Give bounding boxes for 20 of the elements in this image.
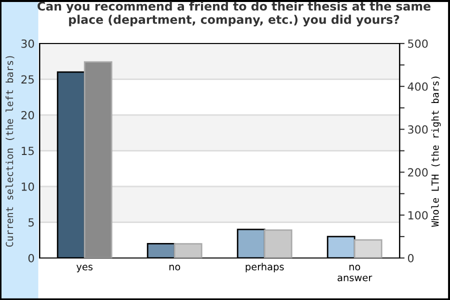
- x-tick-label: yes: [76, 264, 93, 272]
- y-axis-title: Current selection (the left bars): [6, 56, 14, 247]
- y2-tick-label: 300: [408, 125, 428, 134]
- y2-tick-label: 400: [408, 82, 428, 91]
- y-tick-label: 0: [28, 254, 34, 262]
- y-tick-label: 25: [21, 75, 34, 84]
- y2-tick-label: 500: [408, 39, 428, 48]
- x-tick-label: no: [169, 264, 180, 270]
- y-tick-label: 5: [28, 218, 34, 227]
- y-tick-label: 10: [22, 182, 34, 191]
- chart-title: Can you recommend a friend to do their thesis at the same place (department, company, etc.) you did yours?: [38, 2, 430, 26]
- y2-tick-label: 100: [408, 211, 428, 220]
- y2-axis-title: Whole LTH (the right bars): [431, 76, 441, 227]
- y2-tick-label: 0: [408, 254, 414, 262]
- x-tick-label: no answer: [338, 264, 372, 282]
- y-tick-label: 15: [22, 146, 34, 156]
- y2-tick-label: 200: [408, 168, 428, 177]
- x-tick-label: perhaps: [246, 262, 284, 272]
- y-tick-label: 30: [21, 39, 34, 48]
- y-tick-label: 20: [21, 110, 34, 120]
